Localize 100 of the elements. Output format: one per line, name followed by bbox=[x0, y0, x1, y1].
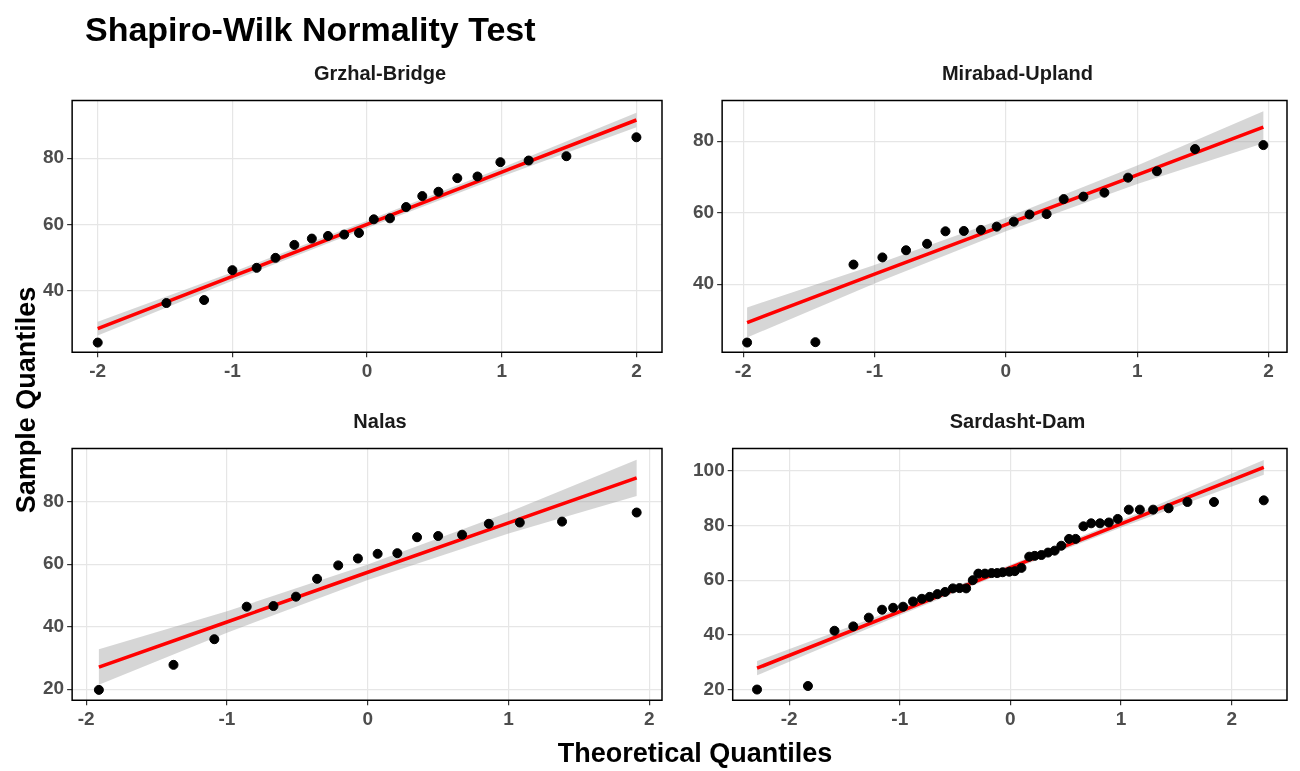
point bbox=[1123, 172, 1134, 183]
y-tick-label: 60 bbox=[42, 552, 65, 574]
point bbox=[1151, 166, 1162, 177]
x-tick-label: 0 bbox=[1005, 707, 1016, 729]
y-tick-label: 40 bbox=[692, 272, 715, 294]
x-tick-label: -1 bbox=[891, 707, 909, 729]
x-tick-label: -1 bbox=[866, 359, 884, 381]
point bbox=[802, 680, 813, 691]
y-tick-label: 40 bbox=[42, 279, 65, 301]
point bbox=[312, 573, 323, 584]
point bbox=[392, 548, 403, 559]
x-tick-label: 0 bbox=[1000, 359, 1012, 381]
x-tick-label: -2 bbox=[77, 707, 95, 729]
y-tick-label: 60 bbox=[42, 212, 65, 234]
point bbox=[523, 155, 534, 166]
y-tick-label: 20 bbox=[42, 677, 65, 699]
x-tick-label: -1 bbox=[218, 707, 236, 729]
y-tick-label: 20 bbox=[703, 677, 725, 699]
point bbox=[863, 612, 874, 623]
y-tick-label: 80 bbox=[692, 129, 715, 151]
point bbox=[168, 659, 179, 670]
x-tick-label: 1 bbox=[503, 707, 515, 729]
point bbox=[898, 601, 909, 612]
x-tick-label: 1 bbox=[496, 359, 508, 381]
point bbox=[561, 151, 572, 162]
point bbox=[270, 252, 281, 263]
point bbox=[961, 583, 972, 594]
point bbox=[991, 221, 1002, 232]
point bbox=[829, 625, 840, 636]
point bbox=[209, 634, 220, 645]
point bbox=[433, 186, 444, 197]
point bbox=[1099, 187, 1110, 198]
point bbox=[372, 548, 383, 559]
y-tick-label: 40 bbox=[703, 623, 725, 645]
point bbox=[631, 132, 642, 143]
point bbox=[1103, 517, 1114, 528]
x-tick-label: 2 bbox=[1263, 359, 1274, 381]
point bbox=[1258, 140, 1269, 151]
x-axis-title: Theoretical Quantiles bbox=[556, 738, 834, 769]
point bbox=[810, 337, 821, 348]
point bbox=[333, 560, 344, 571]
point bbox=[1086, 518, 1097, 529]
point bbox=[306, 233, 317, 244]
point bbox=[227, 265, 238, 276]
point bbox=[457, 529, 468, 540]
chart-title: Shapiro-Wilk Normality Test bbox=[85, 10, 536, 49]
point bbox=[1056, 540, 1067, 551]
point bbox=[1163, 503, 1174, 514]
point bbox=[908, 596, 919, 607]
y-tick-label: 80 bbox=[703, 513, 725, 535]
x-tick-label: 1 bbox=[1131, 359, 1143, 381]
point bbox=[483, 518, 494, 529]
point bbox=[975, 224, 986, 235]
x-tick-label: 2 bbox=[1226, 707, 1237, 729]
point bbox=[1208, 496, 1219, 507]
point bbox=[384, 213, 395, 224]
point bbox=[1041, 209, 1052, 220]
chart-subtitle: Grzhal-Bridge bbox=[312, 62, 448, 85]
point bbox=[514, 517, 525, 528]
point bbox=[888, 602, 899, 613]
point bbox=[967, 575, 978, 586]
point bbox=[92, 337, 103, 348]
point bbox=[958, 225, 969, 236]
y-tick-label: 80 bbox=[42, 489, 65, 511]
y-tick-label: 100 bbox=[693, 459, 725, 481]
point bbox=[1016, 562, 1027, 573]
point bbox=[290, 591, 301, 602]
point bbox=[452, 173, 463, 184]
point bbox=[1049, 545, 1060, 556]
point bbox=[940, 226, 951, 237]
point bbox=[323, 230, 334, 241]
point bbox=[93, 684, 104, 695]
point bbox=[1182, 496, 1193, 507]
point bbox=[922, 238, 933, 249]
chart-subtitle: Sardasht-Dam bbox=[948, 410, 1087, 433]
point bbox=[924, 591, 935, 602]
point bbox=[1148, 504, 1159, 515]
point bbox=[199, 295, 210, 306]
point bbox=[742, 337, 753, 348]
point bbox=[932, 589, 943, 600]
point bbox=[1058, 194, 1069, 205]
point bbox=[1112, 513, 1123, 524]
point bbox=[472, 171, 483, 182]
point bbox=[433, 530, 444, 541]
x-tick-label: -2 bbox=[780, 707, 798, 729]
point bbox=[1024, 209, 1035, 220]
point bbox=[557, 516, 568, 527]
y-tick-label: 60 bbox=[692, 200, 715, 222]
x-tick-label: -2 bbox=[734, 359, 752, 381]
point bbox=[1258, 495, 1269, 506]
point bbox=[495, 157, 506, 168]
point bbox=[251, 262, 262, 273]
point bbox=[848, 621, 859, 632]
point bbox=[940, 586, 951, 597]
x-tick-label: 1 bbox=[1115, 707, 1127, 729]
point bbox=[401, 202, 412, 213]
y-tick-label: 60 bbox=[703, 568, 725, 590]
point bbox=[901, 245, 912, 256]
point bbox=[289, 239, 300, 250]
y-tick-label: 40 bbox=[42, 614, 65, 636]
